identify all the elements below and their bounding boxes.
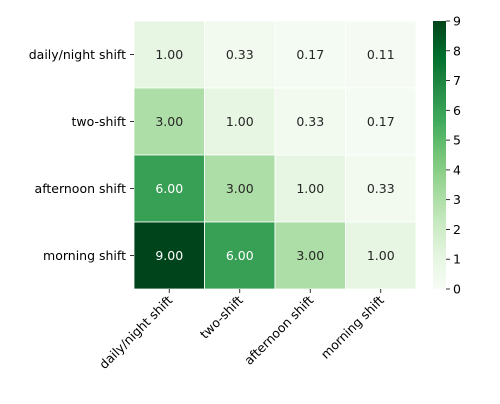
cell-value-label: 1.00	[226, 114, 254, 129]
colorbar-tick-label: 8	[453, 43, 461, 58]
cell-value-label: 6.00	[226, 248, 254, 263]
cell-labels-layer: 1.00 0.33 0.17 0.11 3.00 1.00 0.33 0.17 6.00 3.00…	[155, 47, 394, 263]
colorbar-tick-label: 0	[453, 282, 461, 297]
y-tick-label: daily/night shift	[29, 47, 126, 62]
cell-value-label: 0.17	[367, 114, 395, 129]
cell-value-label: 1.00	[155, 47, 183, 62]
heatmap-cell	[204, 221, 276, 290]
cell-value-label: 0.33	[226, 47, 254, 62]
cell-value-label: 0.11	[367, 47, 395, 62]
heatmap-cell	[345, 221, 417, 290]
colorbar: 0 1 2 3 4 5 6 7 8 9	[433, 14, 461, 297]
heatmap-cell	[133, 20, 205, 89]
colorbar-tick-label: 7	[453, 73, 461, 88]
heatmap-cell	[204, 87, 276, 156]
heatmap-cell	[345, 154, 417, 223]
x-tick-label: afternoon shift	[241, 292, 316, 367]
colorbar-tick-label: 3	[453, 192, 461, 207]
cell-value-label: 3.00	[296, 248, 324, 263]
heatmap-cell	[133, 87, 205, 156]
x-tick-label: daily/night shift	[96, 292, 175, 371]
colorbar-gradient	[433, 21, 446, 289]
cell-value-label: 1.00	[367, 248, 395, 263]
heatmap-cell	[274, 20, 346, 89]
y-tick-label: morning shift	[43, 248, 126, 263]
colorbar-tick-label: 1	[453, 252, 461, 267]
x-tick-label: two-shift	[197, 292, 246, 341]
heatmap-cell	[204, 20, 276, 89]
colorbar-tick-label: 6	[453, 103, 461, 118]
cell-value-label: 6.00	[155, 181, 183, 196]
y-tick-label: afternoon shift	[35, 181, 127, 196]
cell-value-label: 3.00	[155, 114, 183, 129]
cell-value-label: 0.17	[296, 47, 324, 62]
colorbar-tick-label: 2	[453, 222, 461, 237]
colorbar-tick-label: 5	[453, 133, 461, 148]
cells-layer	[133, 20, 417, 290]
cell-value-label: 0.33	[296, 114, 324, 129]
colorbar-tick-label: 4	[453, 162, 461, 177]
colorbar-tick-label: 9	[453, 14, 461, 29]
heatmap-cell	[133, 221, 205, 290]
cell-value-label: 0.33	[367, 181, 395, 196]
cell-value-label: 3.00	[226, 181, 254, 196]
heatmap-cell	[345, 87, 417, 156]
heatmap-cell	[345, 20, 417, 89]
heatmap-cell	[204, 154, 276, 223]
cell-value-label: 9.00	[155, 248, 183, 263]
y-tick-label: two-shift	[71, 114, 126, 129]
cell-value-label: 1.00	[296, 181, 324, 196]
x-tick-label: morning shift	[318, 292, 387, 361]
y-axis: daily/night shift two-shift afternoon shif…	[29, 47, 134, 263]
